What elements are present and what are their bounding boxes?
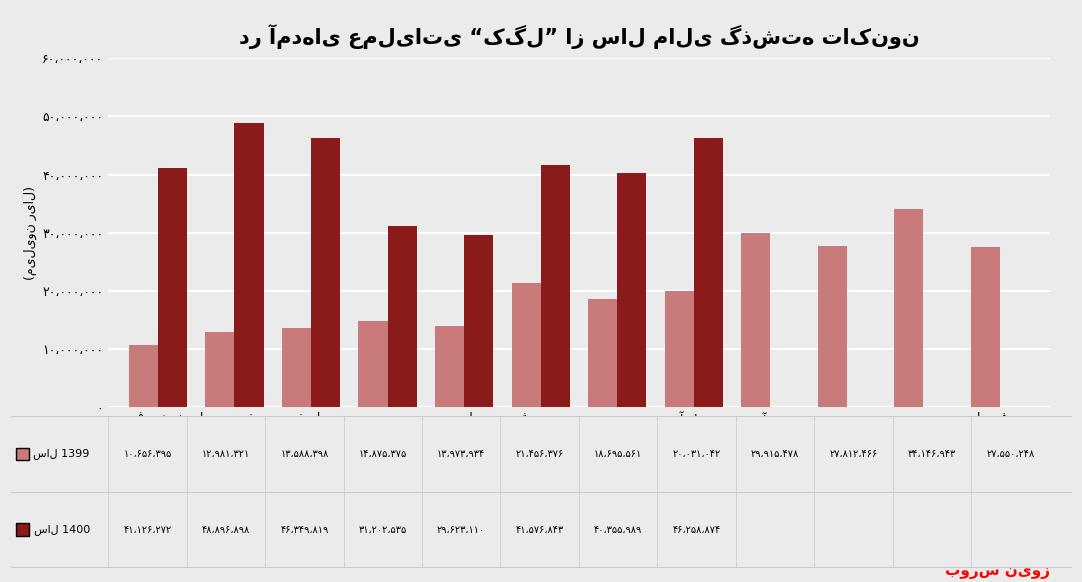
Text: ۲۹،۶۲۳،۱۱۰: ۲۹،۶۲۳،۱۱۰: [437, 524, 486, 535]
Text: ۱۰،۶۵۶،۳۹۵: ۱۰،۶۵۶،۳۹۵: [123, 449, 172, 459]
Bar: [435, 326, 464, 407]
Bar: [664, 291, 694, 407]
Text: ۱۴،۸۷۵،۳۷۵: ۱۴،۸۷۵،۳۷۵: [358, 449, 407, 459]
Text: ۲۰،۰۳۱،۰۴۲: ۲۰،۰۳۱،۰۴۲: [672, 449, 721, 459]
Bar: [617, 172, 646, 407]
Text: بورس نیوز: بورس نیوز: [945, 564, 1050, 579]
Bar: [741, 233, 770, 407]
Bar: [541, 165, 570, 407]
Text: ۳۱،۲۰۲،۵۳۵: ۳۱،۲۰۲،۵۳۵: [358, 524, 407, 535]
Bar: [158, 168, 187, 407]
Bar: [464, 235, 493, 407]
Text: سال 1400: سال 1400: [34, 524, 90, 535]
Text: ۴۱،۱۲۶،۲۷۲: ۴۱،۱۲۶،۲۷۲: [123, 524, 172, 535]
Text: ۱۳،۹۷۳،۹۳۴: ۱۳،۹۷۳،۹۳۴: [437, 449, 486, 459]
Bar: [588, 299, 617, 407]
Bar: [894, 209, 923, 407]
Text: ۳۴،۱۴۶،۹۴۳: ۳۴،۱۴۶،۹۴۳: [908, 449, 956, 459]
Bar: [311, 138, 340, 407]
Text: ۲۹،۹۱۵،۴۷۸: ۲۹،۹۱۵،۴۷۸: [751, 449, 800, 459]
Text: ۱۳،۵۸۸،۳۹۸: ۱۳،۵۸۸،۳۹۸: [280, 449, 329, 459]
Text: ۴۶،۳۴۹،۸۱۹: ۴۶،۳۴۹،۸۱۹: [280, 524, 329, 535]
Bar: [282, 328, 311, 407]
Bar: [512, 282, 541, 407]
Bar: [387, 226, 417, 407]
Text: ۲۱،۴۵۶،۳۷۶: ۲۱،۴۵۶،۳۷۶: [515, 449, 564, 459]
Y-axis label: (میلیون ریال): (میلیون ریال): [24, 186, 37, 280]
Text: ۴۶،۲۵۸،۸۷۴: ۴۶،۲۵۸،۸۷۴: [672, 524, 721, 535]
Title: در آمدهای عملیاتی “کگل” از سال مالی گذشته تاکنون: در آمدهای عملیاتی “کگل” از سال مالی گذشت…: [238, 24, 920, 49]
Text: ۴۱،۵۷۶،۸۴۳: ۴۱،۵۷۶،۸۴۳: [515, 524, 564, 535]
Bar: [129, 345, 158, 407]
Text: سال 1399: سال 1399: [34, 449, 90, 459]
Text: ۲۷،۵۵۰،۲۴۸: ۲۷،۵۵۰،۲۴۸: [986, 449, 1034, 459]
Bar: [971, 247, 1000, 407]
Bar: [235, 123, 264, 407]
Text: ۲۷،۸۱۲،۴۶۶: ۲۷،۸۱۲،۴۶۶: [829, 449, 878, 459]
Text: ۱۸،۶۹۵،۵۶۱: ۱۸،۶۹۵،۵۶۱: [594, 449, 643, 459]
Bar: [358, 321, 387, 407]
Bar: [818, 246, 847, 407]
Bar: [694, 138, 723, 407]
Text: ۱۲،۹۸۱،۳۲۱: ۱۲،۹۸۱،۳۲۱: [201, 449, 250, 459]
Bar: [206, 332, 235, 407]
Text: ۴۸،۸۹۶،۸۹۸: ۴۸،۸۹۶،۸۹۸: [201, 524, 250, 535]
Text: ۴۰،۳۵۵،۹۸۹: ۴۰،۳۵۵،۹۸۹: [594, 524, 643, 535]
